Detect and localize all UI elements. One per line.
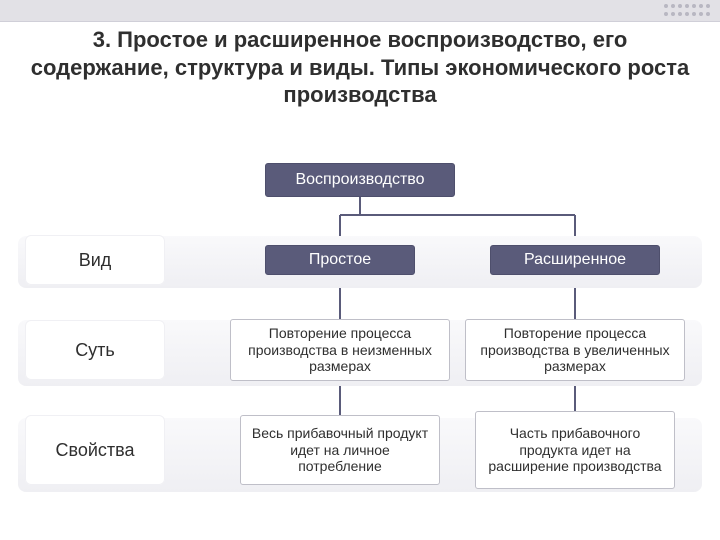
root-node: Воспроизводство [265,163,455,197]
branch-node: Повторение процесса производства в увели… [465,319,685,381]
branch-header: Простое [265,245,415,275]
branch-node: Весь прибавочный продукт идет на личное … [240,415,440,485]
row-label: Свойства [25,415,165,485]
branch-node: Часть прибавочного продукта идет на расш… [475,411,675,489]
row-label: Суть [25,320,165,380]
row-label: Вид [25,235,165,285]
top-band [0,0,720,22]
branch-header: Расширенное [490,245,660,275]
slide-title: 3. Простое и расширенное воспроизводство… [30,26,690,109]
branch-node: Повторение процесса производства в неизм… [230,319,450,381]
